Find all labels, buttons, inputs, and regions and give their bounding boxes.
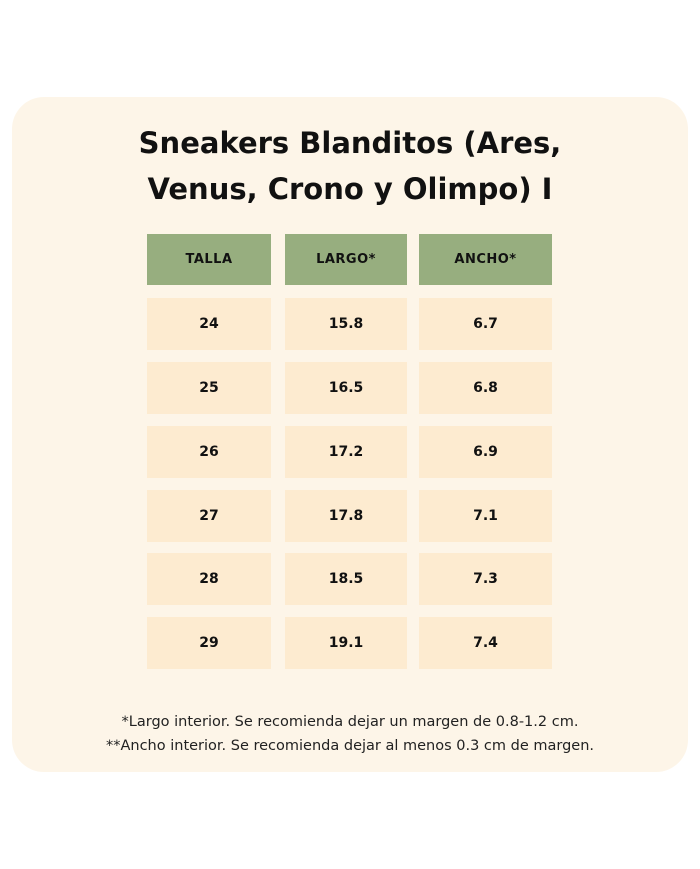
table-cell: 6.8 (419, 362, 552, 414)
table-cell: 18.5 (285, 553, 407, 605)
table-cell: 16.5 (285, 362, 407, 414)
column-header: LARGO* (285, 234, 407, 285)
table-cell: 7.4 (419, 617, 552, 669)
title-line: Sneakers Blanditos (Ares, (138, 126, 562, 160)
footnote-largo: *Largo interior. Se recomienda dejar un … (121, 714, 579, 730)
table-cell: 6.9 (419, 426, 552, 478)
footnote-ancho: **Ancho interior. Se recomienda dejar al… (105, 738, 595, 754)
table-cell: 24 (147, 298, 271, 350)
table-cell: 7.3 (419, 553, 552, 605)
table-cell: 29 (147, 617, 271, 669)
footnotes: *Largo interior. Se recomienda dejar un … (0, 710, 700, 758)
title-line: Venus, Crono y Olimpo) I (147, 172, 553, 206)
table-cell: 17.2 (285, 426, 407, 478)
table-cell: 17.8 (285, 490, 407, 542)
table-cell: 7.1 (419, 490, 552, 542)
table-cell: 25 (147, 362, 271, 414)
column-header: ANCHO* (419, 234, 552, 285)
column-header: TALLA (147, 234, 271, 285)
table-cell: 26 (147, 426, 271, 478)
page-title: Sneakers Blanditos (Ares, Venus, Crono y… (0, 120, 700, 212)
table-cell: 19.1 (285, 617, 407, 669)
table-cell: 6.7 (419, 298, 552, 350)
table-cell: 28 (147, 553, 271, 605)
table-cell: 15.8 (285, 298, 407, 350)
table-cell: 27 (147, 490, 271, 542)
